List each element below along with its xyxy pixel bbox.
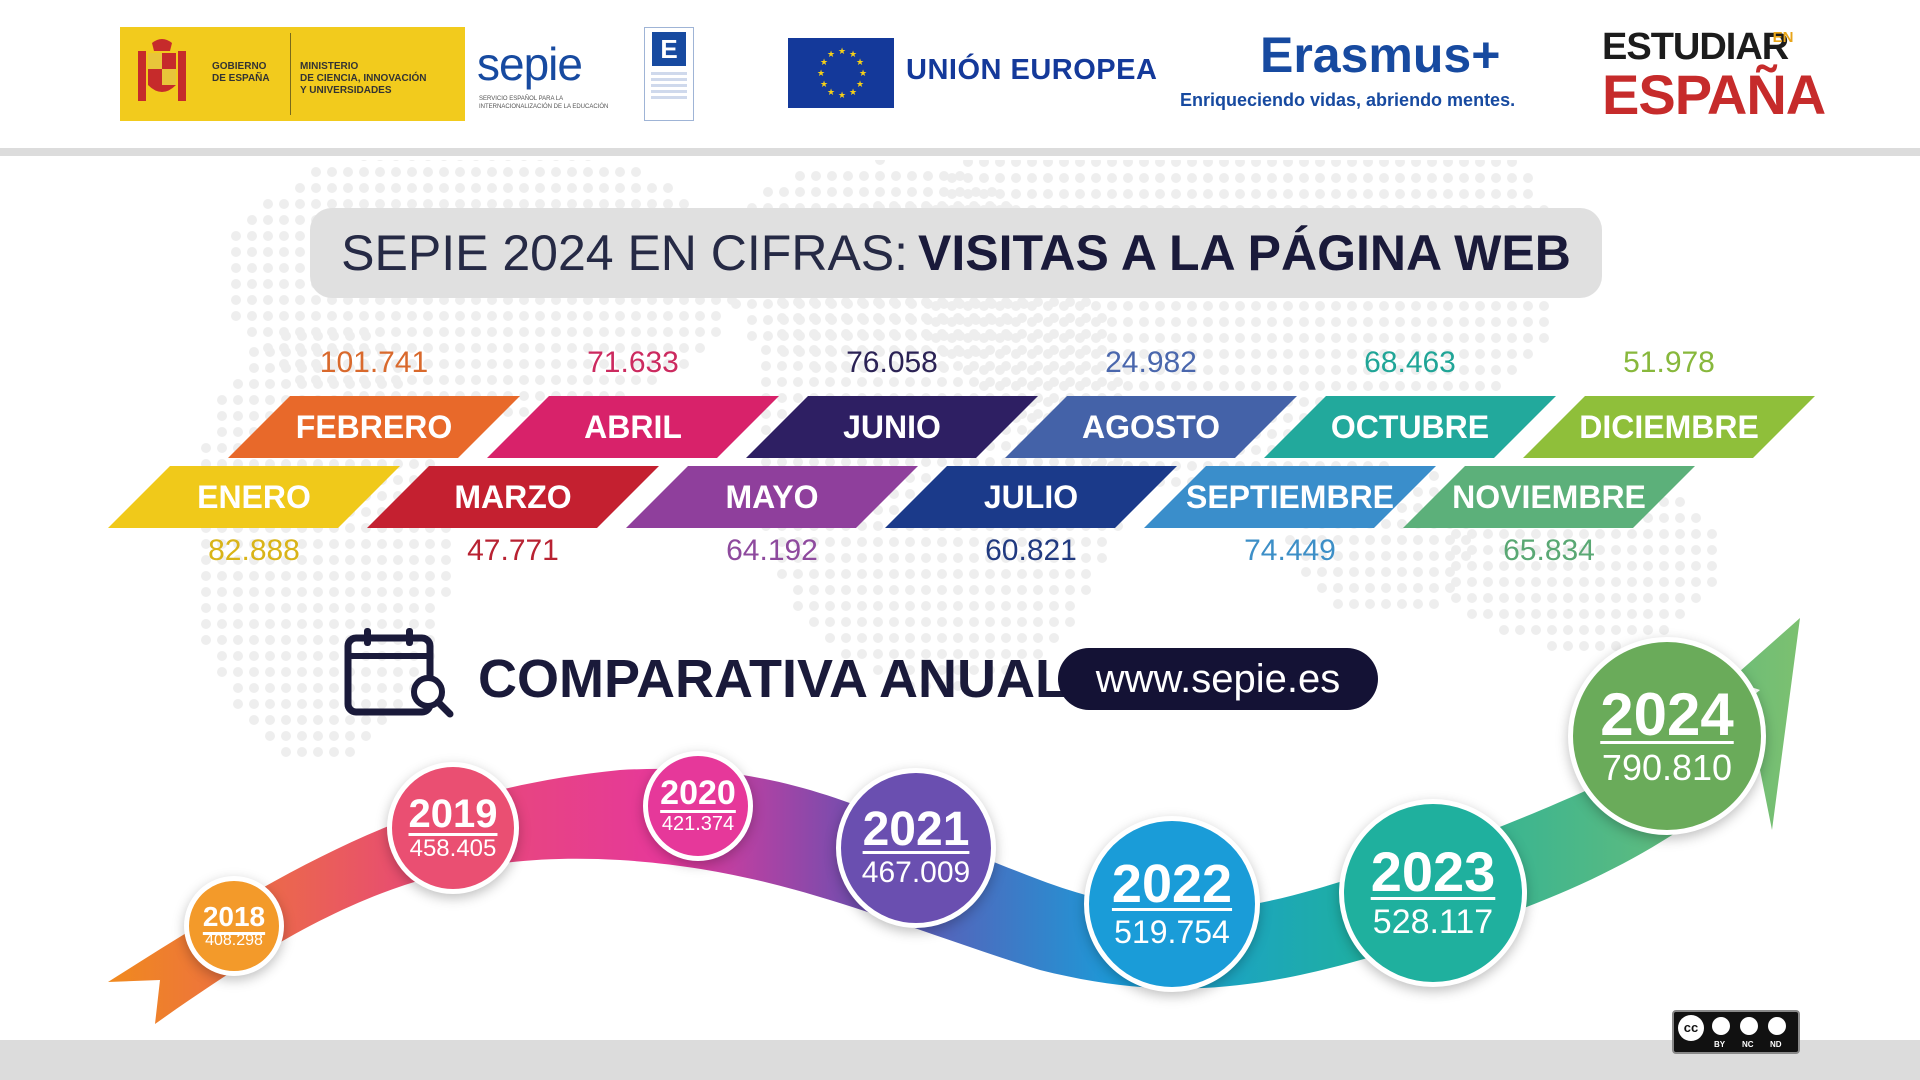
month-label: MARZO: [454, 478, 572, 515]
month-value-septiembre: 74.449: [1244, 534, 1336, 567]
year-circle-2022: 2022 519.754: [1084, 816, 1260, 992]
month-label: FEBRERO: [295, 408, 453, 445]
year-label: 2019: [408, 791, 498, 836]
ministry-line1: MINISTERIO: [300, 61, 359, 72]
year-value: 408.298: [205, 932, 263, 950]
year-circle-2020: 2020 421.374: [643, 751, 753, 861]
month-label: NOVIEMBRE: [1452, 478, 1646, 515]
month-label: JULIO: [983, 478, 1079, 515]
month-label: AGOSTO: [1081, 408, 1221, 445]
estudiar-logo-line1: ESTUDIAR: [1602, 26, 1789, 68]
year-label: 2022: [1111, 854, 1233, 915]
license-nc: NC: [1742, 1040, 1754, 1049]
footer-bar: [0, 1040, 1920, 1080]
month-label: ABRIL: [584, 408, 682, 445]
gov-line2: DE ESPAÑA: [212, 73, 270, 84]
month-value-mayo: 64.192: [726, 534, 818, 567]
month-label: ENERO: [197, 478, 311, 515]
year-label: 2023: [1370, 840, 1496, 904]
month-value-abril: 71.633: [587, 346, 679, 379]
month-value-julio: 60.821: [985, 534, 1077, 567]
ministry-line3: Y UNIVERSIDADES: [300, 85, 392, 96]
header-divider: [0, 148, 1920, 156]
year-label: 2018: [202, 900, 266, 932]
svg-text:★: ★: [838, 91, 846, 101]
year-circle-2021: 2021 467.009: [836, 768, 996, 928]
coat-of-arms-icon: [138, 39, 186, 101]
gobierno-logo: GOBIERNO DE ESPAÑA MINISTERIO DE CIENCIA…: [120, 27, 465, 121]
svg-text:★: ★: [820, 58, 828, 68]
comparativa-anual-heading: COMPARATIVA ANUAL: [478, 649, 1068, 709]
year-value: 458.405: [409, 834, 497, 862]
month-value-octubre: 68.463: [1364, 346, 1456, 379]
eu-label: UNIÓN EUROPEA: [906, 54, 1158, 86]
sepie-sub2: INTERNACIONALIZACIÓN DE LA EDUCACIÓN: [479, 104, 609, 110]
svg-text:★: ★: [820, 80, 828, 90]
year-circle-2018: 2018 408.298: [184, 876, 284, 976]
year-circle-2019: 2019 458.405: [387, 762, 519, 894]
month-label: DICIEMBRE: [1579, 408, 1759, 445]
month-value-febrero: 101.741: [319, 346, 429, 379]
erasmus-slogan: Enriqueciendo vidas, abriendo mentes.: [1180, 90, 1516, 110]
sepie-logo: sepie SERVICIO ESPAÑOL PARA LA INTERNACI…: [465, 27, 625, 121]
month-value-noviembre: 65.834: [1503, 534, 1595, 567]
year-label: 2024: [1600, 680, 1734, 748]
month-label: JUNIO: [843, 408, 941, 445]
month-value-enero: 82.888: [208, 534, 300, 567]
cc-icon: cc: [1678, 1015, 1704, 1041]
month-label: SEPTIEMBRE: [1185, 478, 1395, 515]
month-label: OCTUBRE: [1330, 408, 1490, 445]
svg-text:★: ★: [827, 50, 835, 60]
year-value: 528.117: [1372, 903, 1494, 941]
erasmus-logo: Erasmus+: [1260, 27, 1501, 83]
estudiar-logo-en: EN: [1772, 29, 1794, 46]
sepie-wordmark: sepie: [477, 38, 583, 90]
year-circle-2024: 2024 790.810: [1568, 637, 1766, 835]
svg-text:★: ★: [849, 88, 857, 98]
ministry-line2: DE CIENCIA, INNOVACIÓN: [300, 73, 427, 84]
gov-line1: GOBIERNO: [212, 61, 267, 72]
page-title-light: SEPIE 2024 EN CIFRAS:: [341, 225, 909, 281]
page-title: SEPIE 2024 EN CIFRAS: VISITAS A LA PÁGIN…: [310, 208, 1602, 298]
page-title-bold: VISITAS A LA PÁGINA WEB: [918, 225, 1571, 281]
svg-text:★: ★: [849, 50, 857, 60]
month-value-marzo: 47.771: [467, 534, 559, 567]
eu-flag-icon: ★ ★ ★ ★ ★ ★ ★ ★ ★ ★ ★ ★: [788, 38, 894, 108]
month-label: MAYO: [725, 478, 819, 515]
year-value: 790.810: [1601, 746, 1733, 788]
calendar-search-icon: [344, 628, 454, 718]
year-value: 519.754: [1114, 914, 1230, 951]
month-value-agosto: 24.982: [1105, 346, 1197, 379]
year-label: 2021: [862, 802, 970, 856]
erasmus-charter-badge-icon: E: [644, 27, 694, 121]
svg-text:★: ★: [838, 47, 846, 57]
svg-text:★: ★: [856, 80, 864, 90]
year-label: 2020: [660, 774, 736, 813]
estudiar-logo-line2: ESPAÑA: [1602, 63, 1826, 126]
year-value: 467.009: [861, 856, 971, 890]
creative-commons-license-icon: cc BY NC ND: [1672, 1010, 1800, 1054]
license-nd: ND: [1770, 1040, 1782, 1049]
year-value: 421.374: [661, 812, 735, 835]
svg-text:★: ★: [859, 69, 867, 79]
website-url-badge[interactable]: www.sepie.es: [1058, 648, 1378, 710]
month-value-diciembre: 51.978: [1623, 346, 1715, 379]
svg-text:★: ★: [856, 58, 864, 68]
svg-text:★: ★: [827, 88, 835, 98]
year-circle-2023: 2023 528.117: [1339, 799, 1527, 987]
sepie-sub1: SERVICIO ESPAÑOL PARA LA: [479, 96, 564, 102]
license-by: BY: [1714, 1040, 1726, 1049]
month-value-junio: 76.058: [846, 346, 938, 379]
svg-text:★: ★: [817, 69, 825, 79]
